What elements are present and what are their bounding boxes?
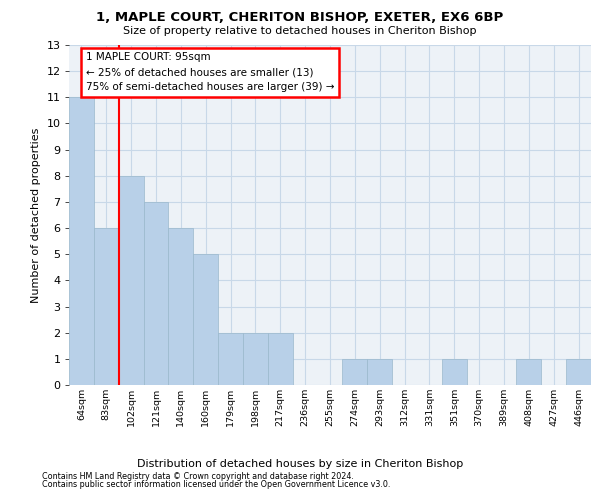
Y-axis label: Number of detached properties: Number of detached properties: [31, 128, 41, 302]
Text: Contains public sector information licensed under the Open Government Licence v3: Contains public sector information licen…: [42, 480, 391, 489]
Bar: [367, 359, 392, 385]
Bar: [143, 202, 169, 385]
Bar: [517, 359, 541, 385]
Bar: [268, 332, 293, 385]
Bar: [94, 228, 119, 385]
Bar: [243, 332, 268, 385]
Bar: [119, 176, 143, 385]
Bar: [69, 98, 94, 385]
Text: 1, MAPLE COURT, CHERITON BISHOP, EXETER, EX6 6BP: 1, MAPLE COURT, CHERITON BISHOP, EXETER,…: [97, 11, 503, 24]
Bar: [193, 254, 218, 385]
Bar: [343, 359, 367, 385]
Text: Contains HM Land Registry data © Crown copyright and database right 2024.: Contains HM Land Registry data © Crown c…: [42, 472, 354, 481]
Text: Size of property relative to detached houses in Cheriton Bishop: Size of property relative to detached ho…: [123, 26, 477, 36]
Bar: [566, 359, 591, 385]
Bar: [442, 359, 467, 385]
Bar: [169, 228, 193, 385]
Bar: [218, 332, 243, 385]
Text: 1 MAPLE COURT: 95sqm
← 25% of detached houses are smaller (13)
75% of semi-detac: 1 MAPLE COURT: 95sqm ← 25% of detached h…: [86, 52, 334, 92]
Text: Distribution of detached houses by size in Cheriton Bishop: Distribution of detached houses by size …: [137, 459, 463, 469]
